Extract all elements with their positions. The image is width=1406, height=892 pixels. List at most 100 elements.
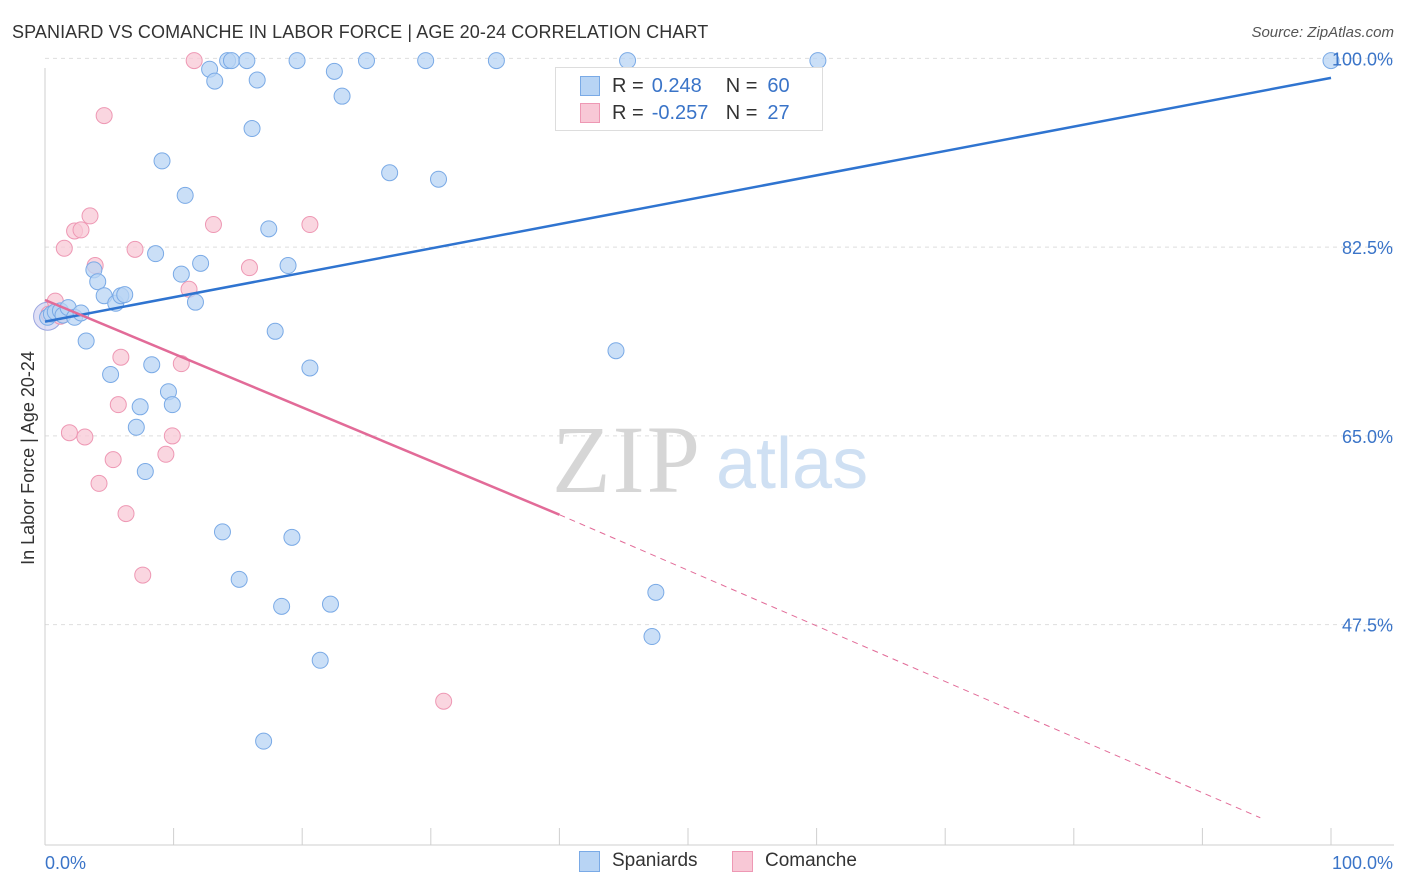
legend-label-spaniards: Spaniards (612, 850, 698, 871)
chart-title: SPANIARD VS COMANCHE IN LABOR FORCE | AG… (12, 22, 709, 42)
spaniard-point (288, 52, 306, 70)
comanche-point (163, 427, 181, 445)
spaniard-point (147, 245, 165, 263)
spaniard-point (487, 52, 505, 70)
legend-swatch-pink (580, 103, 600, 123)
spaniard-point (647, 583, 665, 601)
legend-n-label: N = (725, 74, 758, 97)
spaniard-point (89, 273, 107, 291)
axis-layer (44, 68, 1394, 846)
spaniard-point (192, 254, 210, 272)
legend-n-value: 27 (767, 101, 790, 124)
spaniard-point (311, 651, 329, 669)
comanche-point (112, 348, 130, 366)
comanche-point (301, 216, 319, 234)
points-layer (33, 52, 1340, 750)
spaniard-point (321, 595, 339, 613)
spaniard-point (222, 52, 240, 70)
spaniard-point (163, 396, 181, 414)
y-axis-label: In Labor Force | Age 20-24 (18, 351, 38, 565)
comanche-point (435, 692, 453, 710)
legend-n-value: 60 (767, 74, 790, 97)
spaniard-point (266, 322, 284, 340)
comanche-point (117, 505, 135, 523)
spaniard-point (255, 732, 273, 750)
spaniard-point (176, 186, 194, 204)
label-layer: 47.5% 65.0% 82.5% 100.0% 0.0% 100.0% (45, 49, 1393, 873)
spaniard-point (206, 72, 224, 90)
y-tick-label: 100.0% (1332, 49, 1393, 69)
spaniard-point (333, 87, 351, 105)
legend-r-value: 0.248 (651, 74, 702, 97)
spaniard-point (358, 52, 375, 70)
comanche-point (185, 52, 203, 70)
comanche-point (55, 239, 73, 257)
spaniard-point (607, 342, 625, 360)
comanche-point (240, 259, 258, 277)
spaniard-point (243, 120, 261, 138)
spaniard-point (279, 257, 297, 275)
x-tick-label-max: 100.0% (1332, 853, 1393, 873)
source-label: Source: ZipAtlas.com (1251, 24, 1394, 41)
watermark-atlas: atlas (716, 424, 868, 504)
y-tick-label: 47.5% (1342, 616, 1393, 636)
watermark: ZIP atlas (552, 406, 868, 513)
spaniard-point (238, 52, 256, 70)
comanche-point (81, 207, 99, 225)
trend-layer (44, 76, 1332, 819)
comanche-point (76, 428, 94, 446)
spaniard-point (136, 463, 154, 481)
comanche-point (60, 424, 78, 442)
spaniard-point (643, 628, 661, 646)
legend-r-value: -0.257 (651, 101, 709, 124)
watermark-zip: ZIP (552, 406, 702, 513)
spaniard-point (116, 286, 134, 304)
spaniard-point (1322, 52, 1340, 70)
legend-swatch-blue (580, 76, 600, 96)
comanche-point (134, 566, 152, 584)
spaniard-point (131, 398, 149, 416)
spaniard-point (143, 356, 161, 374)
x-tick-label-min: 0.0% (45, 853, 86, 873)
legend-swatch-pink (732, 850, 753, 872)
comanche-point (204, 216, 222, 234)
comanche-point (95, 107, 113, 125)
comanche-point (157, 445, 175, 463)
comanche-point (90, 474, 108, 492)
legend-r-label: R = (612, 74, 644, 97)
legend-r-label: R = (612, 101, 644, 124)
comanche-trendline (44, 298, 560, 516)
legend-item-comanche: Comanche (732, 850, 857, 872)
legend-item-spaniards: Spaniards (579, 850, 698, 872)
spaniard-point (260, 220, 278, 238)
legend-swatch-blue (579, 850, 600, 872)
spaniard-point (430, 170, 448, 188)
legend-row-spaniards: R = 0.248 N = 60 (580, 73, 790, 99)
spaniard-point (381, 164, 399, 182)
spaniard-point (213, 523, 231, 541)
spaniard-point (417, 52, 435, 70)
spaniard-point (301, 359, 319, 377)
bottom-legend: Spaniards Comanche (0, 850, 1406, 878)
spaniard-point (186, 293, 204, 311)
spaniard-point (77, 332, 95, 350)
comanche-point (126, 240, 144, 258)
legend-box: R = 0.248 N = 60 R = -0.257 N = 27 (555, 67, 823, 131)
grid-layer (45, 57, 1394, 845)
spaniard-point (102, 365, 120, 383)
comanche-point (109, 396, 127, 414)
legend-n-label: N = (725, 101, 758, 124)
spaniard-point (273, 597, 291, 615)
y-tick-label: 65.0% (1342, 427, 1393, 447)
legend-row-comanche: R = -0.257 N = 27 (580, 100, 790, 126)
spaniard-trendline (44, 76, 1332, 323)
comanche-point (72, 221, 90, 239)
spaniard-point (172, 265, 190, 283)
spaniard-point (325, 62, 343, 80)
spaniard-point (230, 570, 248, 588)
spaniard-point (153, 152, 171, 170)
legend-label-comanche: Comanche (765, 850, 857, 871)
y-tick-label: 82.5% (1342, 238, 1393, 258)
comanche-point (104, 451, 122, 469)
